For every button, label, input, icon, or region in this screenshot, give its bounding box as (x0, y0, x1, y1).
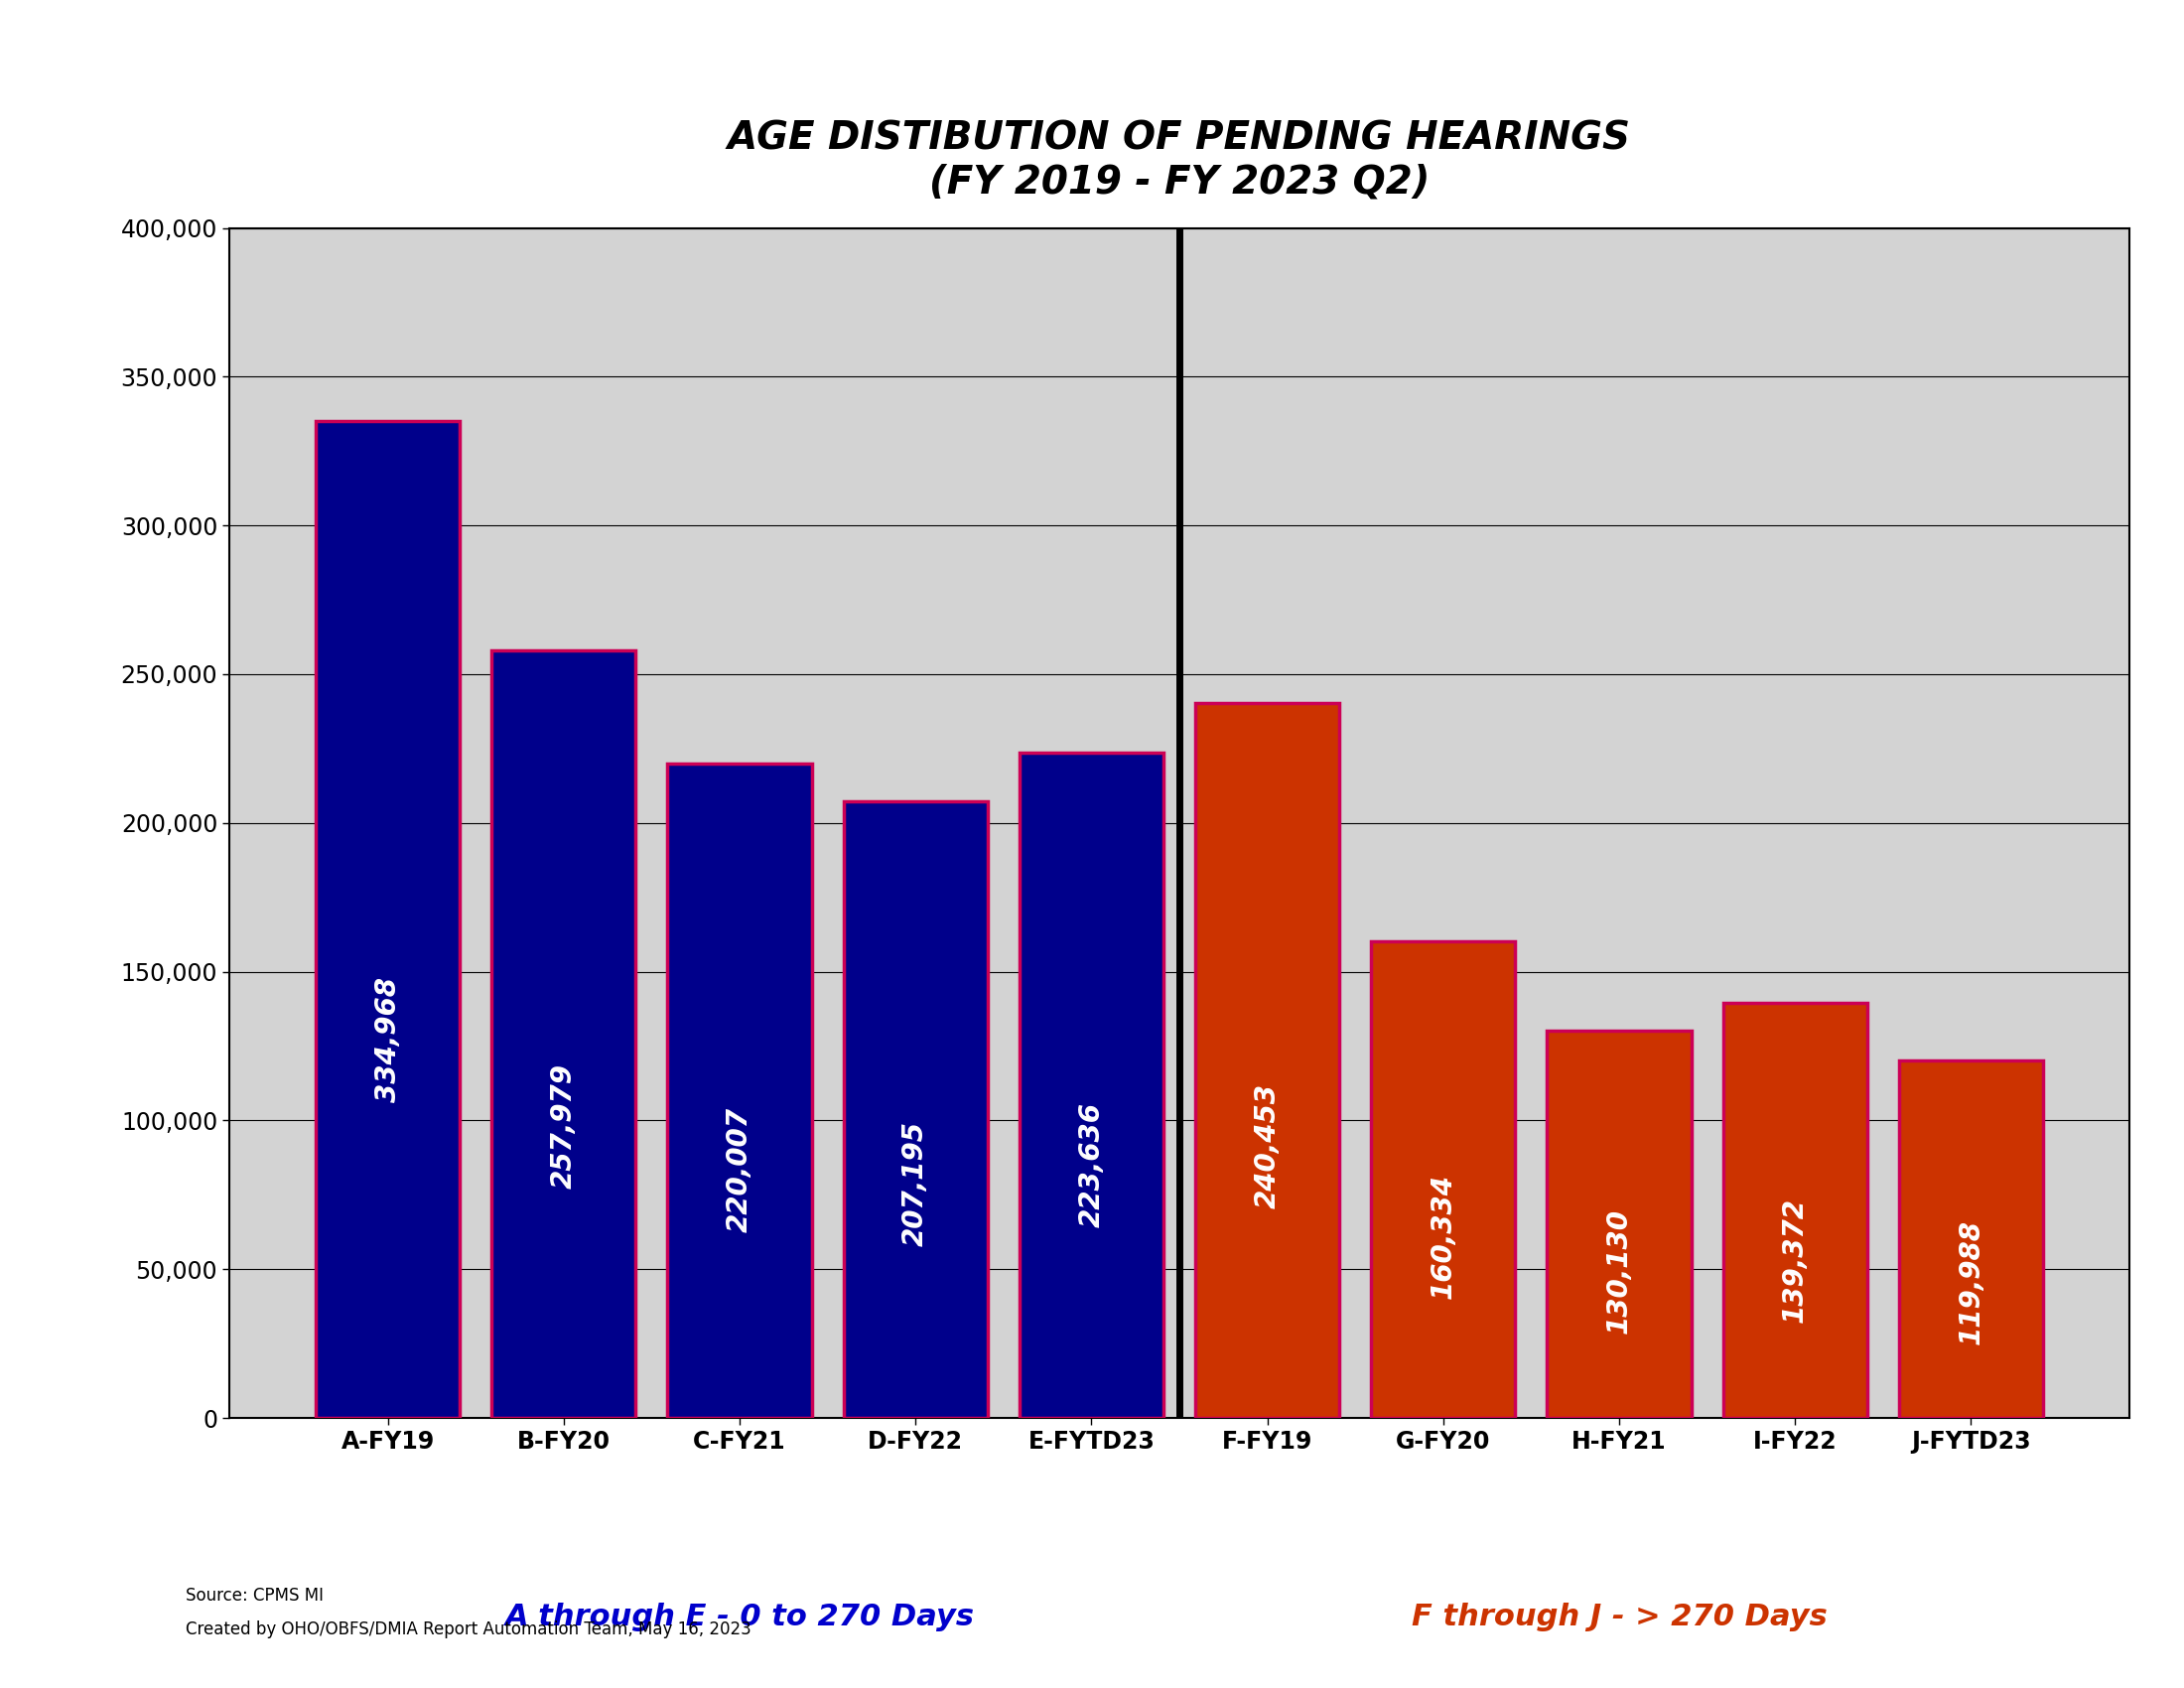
Text: 130,130: 130,130 (1605, 1209, 1634, 1334)
Text: 160,334: 160,334 (1428, 1175, 1457, 1300)
Text: F through J - > 270 Days: F through J - > 270 Days (1411, 1602, 1828, 1631)
Title: AGE DISTIBUTION OF PENDING HEARINGS
(FY 2019 - FY 2023 Q2): AGE DISTIBUTION OF PENDING HEARINGS (FY … (727, 120, 1631, 201)
Text: 220,007: 220,007 (725, 1107, 753, 1232)
Bar (1723, 1003, 1867, 1418)
Text: 119,988: 119,988 (1957, 1220, 1985, 1345)
Text: 139,372: 139,372 (1782, 1198, 1808, 1323)
Bar (317, 422, 461, 1418)
Bar (843, 802, 987, 1418)
Bar (1546, 1031, 1690, 1418)
Text: Source: CPMS MI: Source: CPMS MI (186, 1587, 323, 1604)
Bar (1195, 702, 1339, 1418)
Text: 334,968: 334,968 (373, 977, 402, 1102)
Bar (1898, 1062, 2042, 1418)
Text: 223,636: 223,636 (1077, 1102, 1105, 1227)
Text: 240,453: 240,453 (1254, 1084, 1282, 1209)
Text: A through E - 0 to 270 Days: A through E - 0 to 270 Days (505, 1602, 974, 1631)
Bar (1372, 940, 1516, 1418)
Bar (491, 650, 636, 1418)
Text: Created by OHO/OBFS/DMIA Report Automation Team, May 16, 2023: Created by OHO/OBFS/DMIA Report Automati… (186, 1620, 751, 1637)
Text: 207,195: 207,195 (902, 1121, 930, 1246)
Bar (668, 763, 812, 1418)
Bar (1020, 753, 1164, 1418)
Text: 257,979: 257,979 (550, 1063, 577, 1188)
